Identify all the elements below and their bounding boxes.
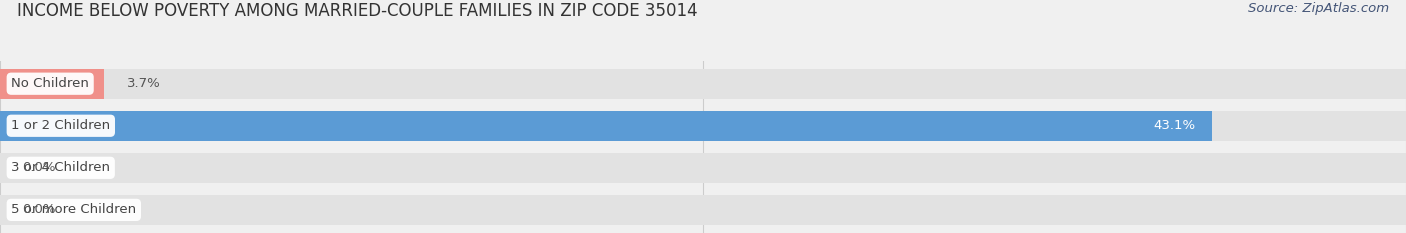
Text: INCOME BELOW POVERTY AMONG MARRIED-COUPLE FAMILIES IN ZIP CODE 35014: INCOME BELOW POVERTY AMONG MARRIED-COUPL…	[17, 2, 697, 20]
Text: 3.7%: 3.7%	[127, 77, 160, 90]
Bar	[0, 69, 1406, 99]
Bar	[0, 153, 1406, 183]
Bar	[0, 111, 1406, 141]
Text: 3 or 4 Children: 3 or 4 Children	[11, 161, 110, 174]
Text: 0.0%: 0.0%	[22, 203, 56, 216]
Bar	[0, 69, 104, 99]
Text: 1 or 2 Children: 1 or 2 Children	[11, 119, 111, 132]
Bar	[0, 111, 1212, 141]
Text: 43.1%: 43.1%	[1153, 119, 1195, 132]
Text: 5 or more Children: 5 or more Children	[11, 203, 136, 216]
Bar	[0, 195, 1406, 225]
Text: No Children: No Children	[11, 77, 89, 90]
Text: 0.0%: 0.0%	[22, 161, 56, 174]
Text: Source: ZipAtlas.com: Source: ZipAtlas.com	[1249, 2, 1389, 15]
